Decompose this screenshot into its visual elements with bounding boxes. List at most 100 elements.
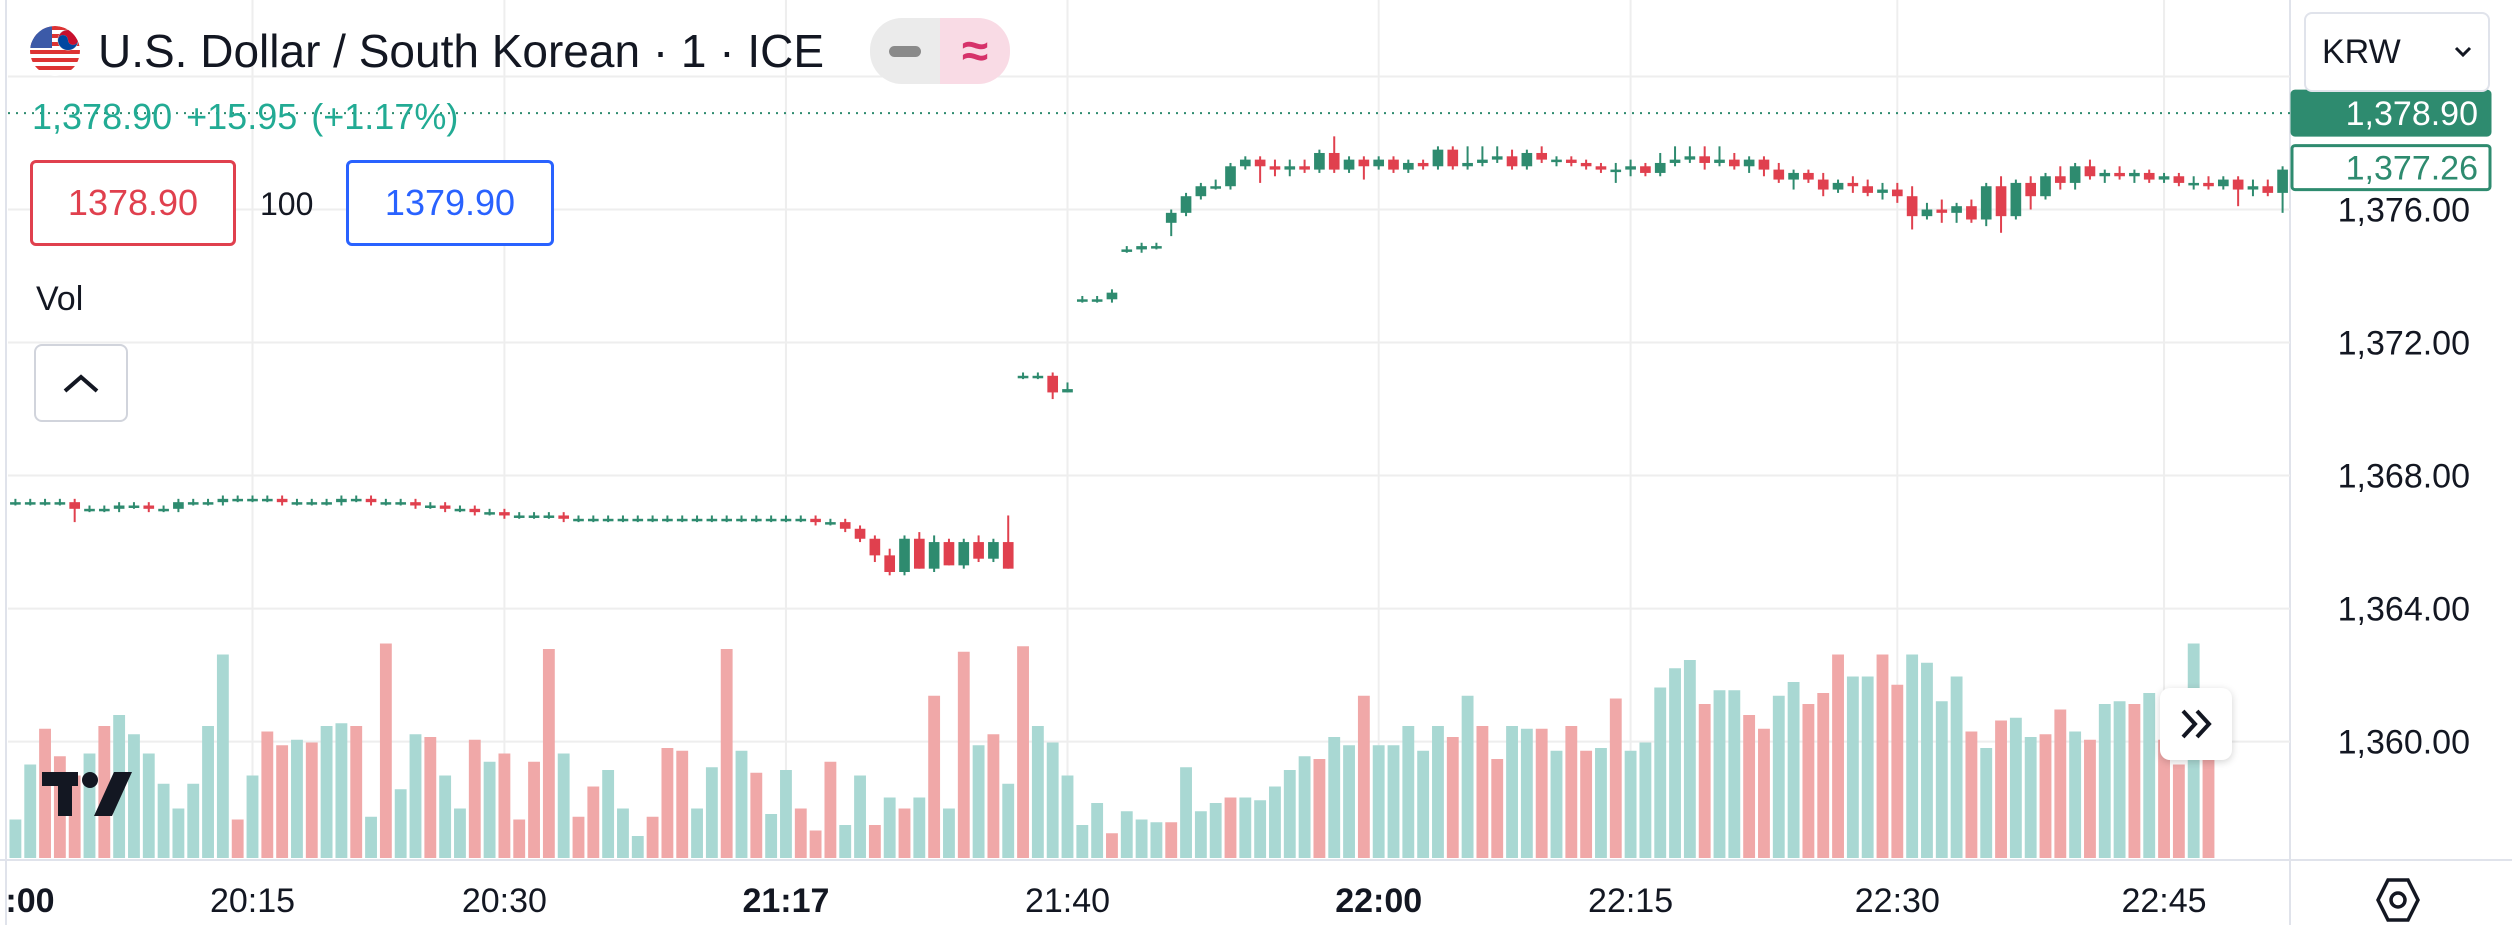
candle-body — [2262, 186, 2274, 193]
volume-bar — [972, 745, 985, 858]
volume-bar — [2084, 739, 2096, 858]
x-tick-label: 21:17 — [742, 882, 829, 920]
candle-body — [676, 518, 688, 522]
candle-body — [1062, 389, 1073, 393]
candle-body — [306, 502, 318, 505]
currency-select[interactable]: KRW — [2304, 12, 2490, 92]
chevron-down-icon — [2454, 46, 2472, 58]
candle-body — [98, 508, 110, 512]
approx-icon[interactable]: ≈ — [940, 18, 1011, 84]
indicator-pill[interactable]: ≈ — [870, 18, 1011, 84]
candle-body — [1654, 162, 1666, 173]
candle-body — [350, 498, 362, 502]
volume-bar — [1491, 759, 1504, 858]
price-change-pct: (+1.17%) — [311, 96, 459, 137]
candle-body — [1165, 212, 1177, 223]
candle-body — [439, 505, 451, 509]
volume-bar — [913, 797, 926, 858]
volume-bar — [898, 808, 911, 858]
y-tick-label: 1,364.00 — [2338, 591, 2470, 629]
volume-bar — [617, 808, 629, 858]
collapse-button[interactable] — [34, 344, 128, 422]
candle-body — [1743, 159, 1755, 167]
candle-body — [1595, 166, 1607, 170]
volume-bar — [1476, 726, 1489, 858]
candle-body — [1225, 166, 1236, 187]
buy-button[interactable]: 1379.90 — [346, 160, 554, 246]
volume-bar — [661, 748, 674, 858]
candle-body — [1106, 292, 1118, 300]
volume-bar — [839, 825, 852, 858]
candle-body — [217, 498, 229, 503]
candle-body — [1314, 152, 1325, 170]
candle-body — [1002, 542, 1014, 569]
candle-body — [958, 542, 970, 566]
candle-body — [454, 508, 466, 512]
volume-bar — [646, 816, 659, 858]
volume-bar — [83, 753, 96, 858]
candle-body — [810, 518, 821, 523]
volume-bar — [943, 808, 955, 858]
double-chevron-right-icon — [2181, 709, 2212, 739]
candle-body — [1610, 169, 1622, 173]
candle-body — [513, 515, 525, 518]
currency-select-value: KRW — [2322, 32, 2401, 71]
volume-bar — [928, 695, 941, 858]
volume-bar — [1417, 750, 1430, 858]
volume-bar — [1891, 684, 1904, 858]
candle-body — [1091, 299, 1103, 302]
tradingview-logo-icon[interactable] — [40, 766, 136, 825]
candle-body — [1521, 152, 1533, 167]
volume-bar — [1046, 742, 1059, 858]
volume-bar — [1061, 775, 1074, 858]
volume-bar — [157, 783, 170, 858]
volume-bar — [794, 808, 807, 858]
candle-body — [2232, 179, 2244, 190]
candle-body — [291, 502, 303, 505]
spread-value: 100 — [260, 186, 314, 222]
candle-body — [1328, 152, 1340, 170]
candle-body — [1136, 246, 1147, 250]
candle-body — [1817, 179, 1829, 190]
candle-body — [1373, 159, 1385, 167]
volume-bar — [1935, 701, 1948, 858]
x-tick-label: 21:40 — [1025, 882, 1110, 920]
candle-body — [2188, 182, 2200, 186]
x-tick-label: 22:15 — [1588, 882, 1673, 920]
candle-body — [1447, 149, 1459, 167]
volume-label: Vol — [36, 280, 84, 318]
candle-body — [321, 502, 332, 505]
candle-body — [1625, 166, 1636, 170]
volume-bar — [1002, 783, 1015, 858]
candle-body — [662, 518, 673, 522]
candle-body — [736, 518, 747, 522]
minus-icon[interactable] — [870, 18, 941, 84]
volume-bar — [1387, 745, 1400, 858]
volume-bar — [513, 819, 526, 858]
volume-bar — [468, 739, 481, 858]
volume-bar — [587, 786, 600, 858]
volume-bar — [409, 734, 422, 858]
volume-bar — [691, 808, 703, 858]
scroll-to-realtime-button[interactable] — [2160, 688, 2232, 760]
candle-body — [2010, 182, 2022, 217]
sell-button[interactable]: 1378.90 — [30, 160, 236, 246]
volume-bar — [172, 808, 185, 858]
volume-bar — [1017, 646, 1029, 858]
settings-icon[interactable] — [2374, 876, 2422, 929]
volume-bar — [1224, 797, 1237, 858]
volume-bar — [1787, 682, 1800, 858]
candle-body — [261, 498, 273, 502]
candle-body — [232, 498, 244, 502]
y-tick-label: 1,372.00 — [2338, 325, 2470, 363]
volume-bar — [1595, 748, 1607, 858]
y-tick-label: 1,368.00 — [2338, 458, 2470, 496]
candle-body — [395, 502, 407, 505]
candle-body — [1299, 166, 1310, 170]
candle-body — [587, 518, 599, 522]
candle-body — [1477, 159, 1488, 163]
volume-bar — [2024, 737, 2037, 858]
candle-body — [2025, 182, 2037, 197]
